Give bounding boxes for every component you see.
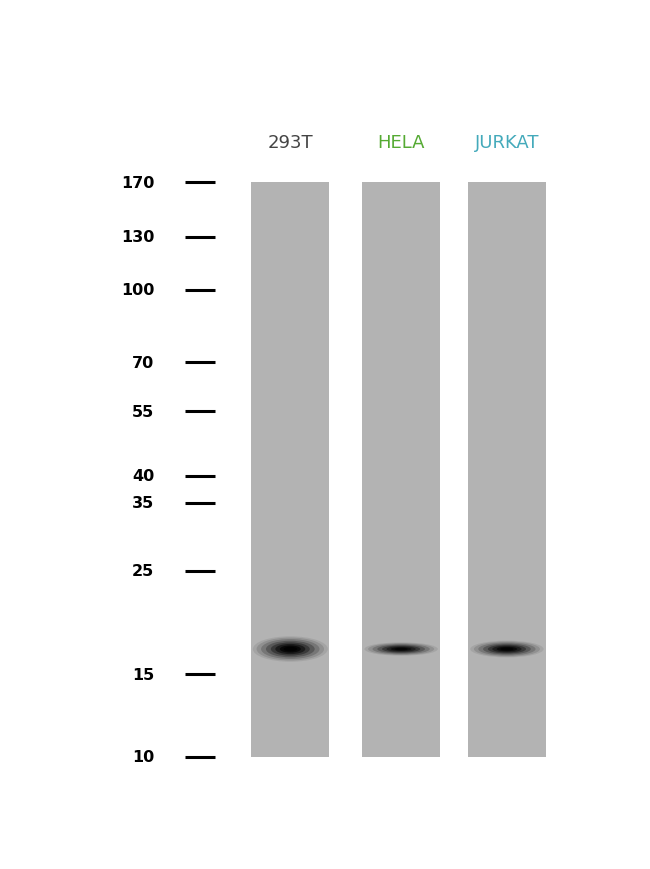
Text: 25: 25	[132, 564, 154, 579]
Text: 293T: 293T	[268, 134, 313, 152]
Ellipse shape	[391, 647, 411, 651]
Ellipse shape	[266, 641, 315, 658]
Ellipse shape	[382, 646, 420, 653]
Ellipse shape	[483, 644, 531, 654]
Ellipse shape	[271, 643, 310, 656]
Ellipse shape	[497, 647, 517, 652]
Ellipse shape	[280, 646, 301, 653]
Text: 15: 15	[132, 667, 154, 682]
Ellipse shape	[276, 644, 305, 654]
FancyBboxPatch shape	[362, 183, 440, 757]
Ellipse shape	[488, 645, 526, 653]
FancyBboxPatch shape	[468, 183, 546, 757]
Text: 70: 70	[132, 355, 154, 370]
Text: HELA: HELA	[378, 134, 425, 152]
Ellipse shape	[283, 647, 297, 652]
Text: 40: 40	[132, 468, 154, 483]
Ellipse shape	[395, 648, 408, 651]
Text: 35: 35	[132, 495, 154, 511]
Ellipse shape	[470, 641, 543, 658]
Ellipse shape	[257, 638, 324, 660]
Text: 170: 170	[121, 176, 154, 190]
Ellipse shape	[261, 640, 320, 660]
Text: 55: 55	[132, 404, 154, 419]
Ellipse shape	[365, 642, 438, 656]
Ellipse shape	[372, 644, 430, 654]
Text: 10: 10	[132, 749, 154, 764]
Ellipse shape	[377, 645, 425, 653]
Text: JURKAT: JURKAT	[474, 134, 539, 152]
Ellipse shape	[474, 641, 540, 657]
Ellipse shape	[253, 637, 328, 662]
Text: 100: 100	[121, 283, 154, 298]
Ellipse shape	[387, 647, 416, 652]
Text: 130: 130	[121, 230, 154, 245]
Ellipse shape	[368, 643, 434, 655]
Ellipse shape	[478, 643, 536, 656]
FancyBboxPatch shape	[252, 183, 330, 757]
Ellipse shape	[492, 646, 521, 653]
Ellipse shape	[500, 647, 514, 651]
